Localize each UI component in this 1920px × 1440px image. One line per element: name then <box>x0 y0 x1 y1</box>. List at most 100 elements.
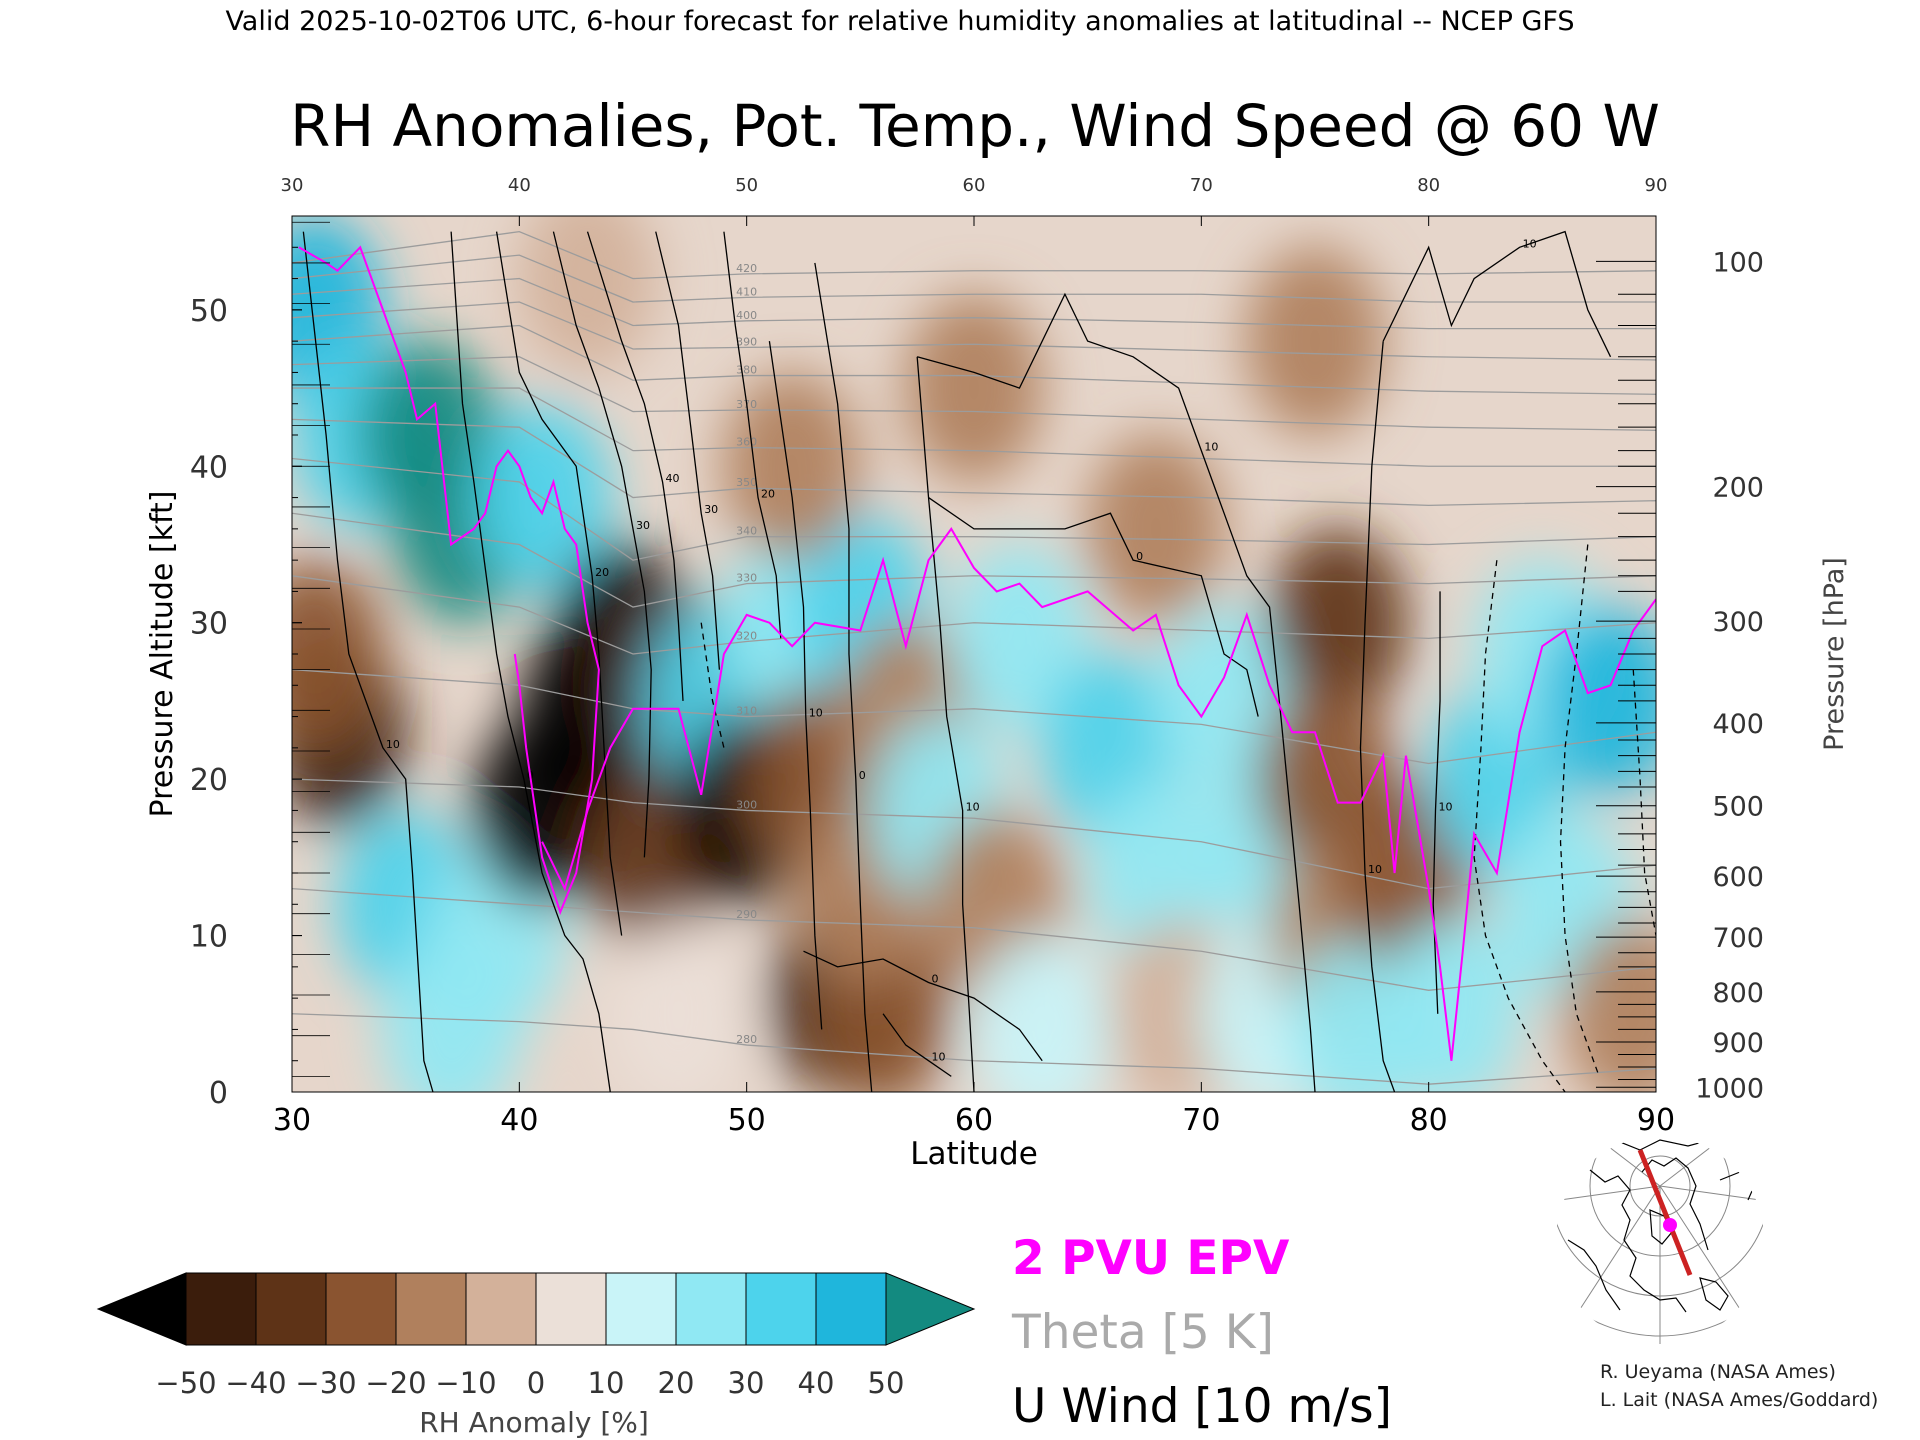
theta-contour-label: 320 <box>736 629 757 642</box>
credit-line-2: L. Lait (NASA Ames/Goddard) <box>1600 1389 1878 1411</box>
colorbar-tick-label: 50 <box>868 1366 905 1400</box>
rh-anomaly-cell <box>722 371 863 562</box>
wind-contour-30 <box>655 231 721 670</box>
wind-contour-20 <box>495 231 623 936</box>
wind-contour-label: 20 <box>595 566 609 579</box>
wind-contour-0 <box>814 262 873 1092</box>
wind-contour-label: 30 <box>636 519 650 532</box>
axis-ticks <box>291 215 1657 1093</box>
contour-legend: 2 PVU EPV Theta [5 K] U Wind [10 m/s] <box>1011 1231 1392 1434</box>
wind-contour-label: 10 <box>1523 237 1537 250</box>
wind-contour-10 <box>1432 591 1441 1014</box>
colorbar-bin <box>535 1272 607 1346</box>
theta-contours: 4204104003903803703603503403303203103002… <box>292 230 1656 1085</box>
wind-contour-10 <box>302 231 434 1092</box>
wind-contour-0 <box>928 497 1259 717</box>
colorbar-under-arrow <box>96 1272 187 1346</box>
x-tick-label: 40 <box>500 1103 538 1138</box>
pressure-tick-labels-right: 100 200 300 400 500 600 700 800 900 1000 <box>1695 247 1764 1104</box>
pressure-tick-label: 1000 <box>1695 1073 1764 1104</box>
wind-contour-10 <box>882 1013 952 1077</box>
colorbar-bin <box>815 1272 887 1346</box>
wind-contour-40 <box>586 231 684 701</box>
wind-contour-10 <box>1382 230 1612 358</box>
epv-2pvu-line <box>298 245 600 915</box>
theta-contour-330 <box>292 512 1656 608</box>
colorbar-tick-label: −40 <box>225 1366 286 1400</box>
legend-epv: 2 PVU EPV <box>1012 1231 1290 1286</box>
rh-anomaly-cell <box>1540 605 1656 796</box>
rh-anomaly-cell <box>1267 527 1408 718</box>
x-tick-label: 30 <box>273 1103 311 1138</box>
epv-2pvu-contour <box>298 245 1656 1061</box>
legend-theta: Theta [5 K] <box>1011 1305 1274 1360</box>
wind-contour-label: 10 <box>966 800 980 813</box>
x-tick-label-top: 50 <box>735 175 758 196</box>
pressure-tick-label: 800 <box>1712 978 1764 1009</box>
colorbar-bin <box>465 1272 537 1346</box>
theta-contour-360 <box>292 387 1656 467</box>
wind-contour-negative <box>1632 669 1656 936</box>
rh-anomaly-cell <box>1381 918 1522 1092</box>
wind-contour-negative <box>700 622 725 749</box>
colorbar-bin <box>675 1272 747 1346</box>
wind-contour-10 <box>768 341 823 1030</box>
wind-contour-label: 30 <box>704 503 718 516</box>
theta-contour-320 <box>292 575 1656 655</box>
wind-contour-20 <box>723 231 782 639</box>
theta-contour-380 <box>292 324 1656 395</box>
x-tick-label: 70 <box>1182 1103 1220 1138</box>
colorbar: −50 −40 −30 −20 −10 0 10 20 30 40 50 RH Anomaly [%… <box>96 1272 976 1439</box>
colorbar-tick-label: −20 <box>365 1366 426 1400</box>
rh-anomaly-cell <box>1085 433 1226 624</box>
colorbar-bin <box>255 1272 327 1346</box>
y-tick-labels-left: 0 10 20 30 40 50 <box>190 294 228 1111</box>
theta-contour-label: 400 <box>736 309 757 322</box>
x-tick-labels-top: 30 40 50 60 70 80 90 <box>281 175 1668 196</box>
rh-anomaly-cell <box>292 559 385 749</box>
colorbar-tick-label: 0 <box>527 1366 545 1400</box>
legend-u-wind: U Wind [10 m/s] <box>1012 1379 1392 1434</box>
colorbar-tick-label: 10 <box>588 1366 625 1400</box>
wind-contour-0 <box>450 231 611 1092</box>
wind-contour-label: 20 <box>761 488 775 501</box>
wind-contour-label: 10 <box>386 738 400 751</box>
plot-frame <box>291 215 1657 1093</box>
y-tick-label: 0 <box>209 1076 228 1111</box>
rh-anomaly-cell <box>517 216 658 374</box>
y-axis-label: Pressure Altitude [kft] <box>145 491 180 818</box>
colorbar-tick-label: −30 <box>295 1366 356 1400</box>
pressure-tick-label: 400 <box>1712 709 1764 740</box>
x-tick-label-top: 30 <box>281 175 304 196</box>
colorbar-tick-label: 40 <box>798 1366 835 1400</box>
rh-anomaly-cell <box>1245 246 1385 437</box>
theta-contour-290 <box>292 887 1656 991</box>
x-tick-label-top: 70 <box>1190 175 1213 196</box>
colorbar-bin <box>745 1272 817 1346</box>
wind-contour-label: 10 <box>1368 863 1382 876</box>
colorbar-label: RH Anomaly [%] <box>419 1406 649 1439</box>
theta-contour-400 <box>292 277 1656 330</box>
inset-cross-section-line <box>1637 1149 1693 1276</box>
pressure-tick-label: 200 <box>1712 473 1764 504</box>
x-tick-label: 80 <box>1410 1103 1448 1138</box>
x-tick-label-top: 90 <box>1645 175 1668 196</box>
rh-anomaly-cell <box>1563 918 1656 1092</box>
theta-contour-label: 330 <box>736 572 757 585</box>
x-tick-label: 90 <box>1637 1103 1675 1138</box>
colorbar-bin <box>325 1272 397 1346</box>
credit-line-1: R. Ueyama (NASA Ames) <box>1600 1361 1836 1383</box>
theta-contour-label: 340 <box>736 525 757 538</box>
y-axis-right-label: Pressure [hPa] <box>1819 557 1850 751</box>
rh-anomaly-cell <box>972 934 1113 1092</box>
theta-contour-label: 350 <box>736 476 757 489</box>
x-tick-label: 60 <box>955 1103 993 1138</box>
theta-contour-label: 390 <box>736 335 757 348</box>
wind-contour-label: 10 <box>809 707 823 720</box>
x-tick-label-top: 60 <box>963 175 986 196</box>
theta-contour-label: 420 <box>736 262 757 275</box>
wind-contour-label: 40 <box>666 472 680 485</box>
theta-contour-370 <box>292 356 1656 431</box>
